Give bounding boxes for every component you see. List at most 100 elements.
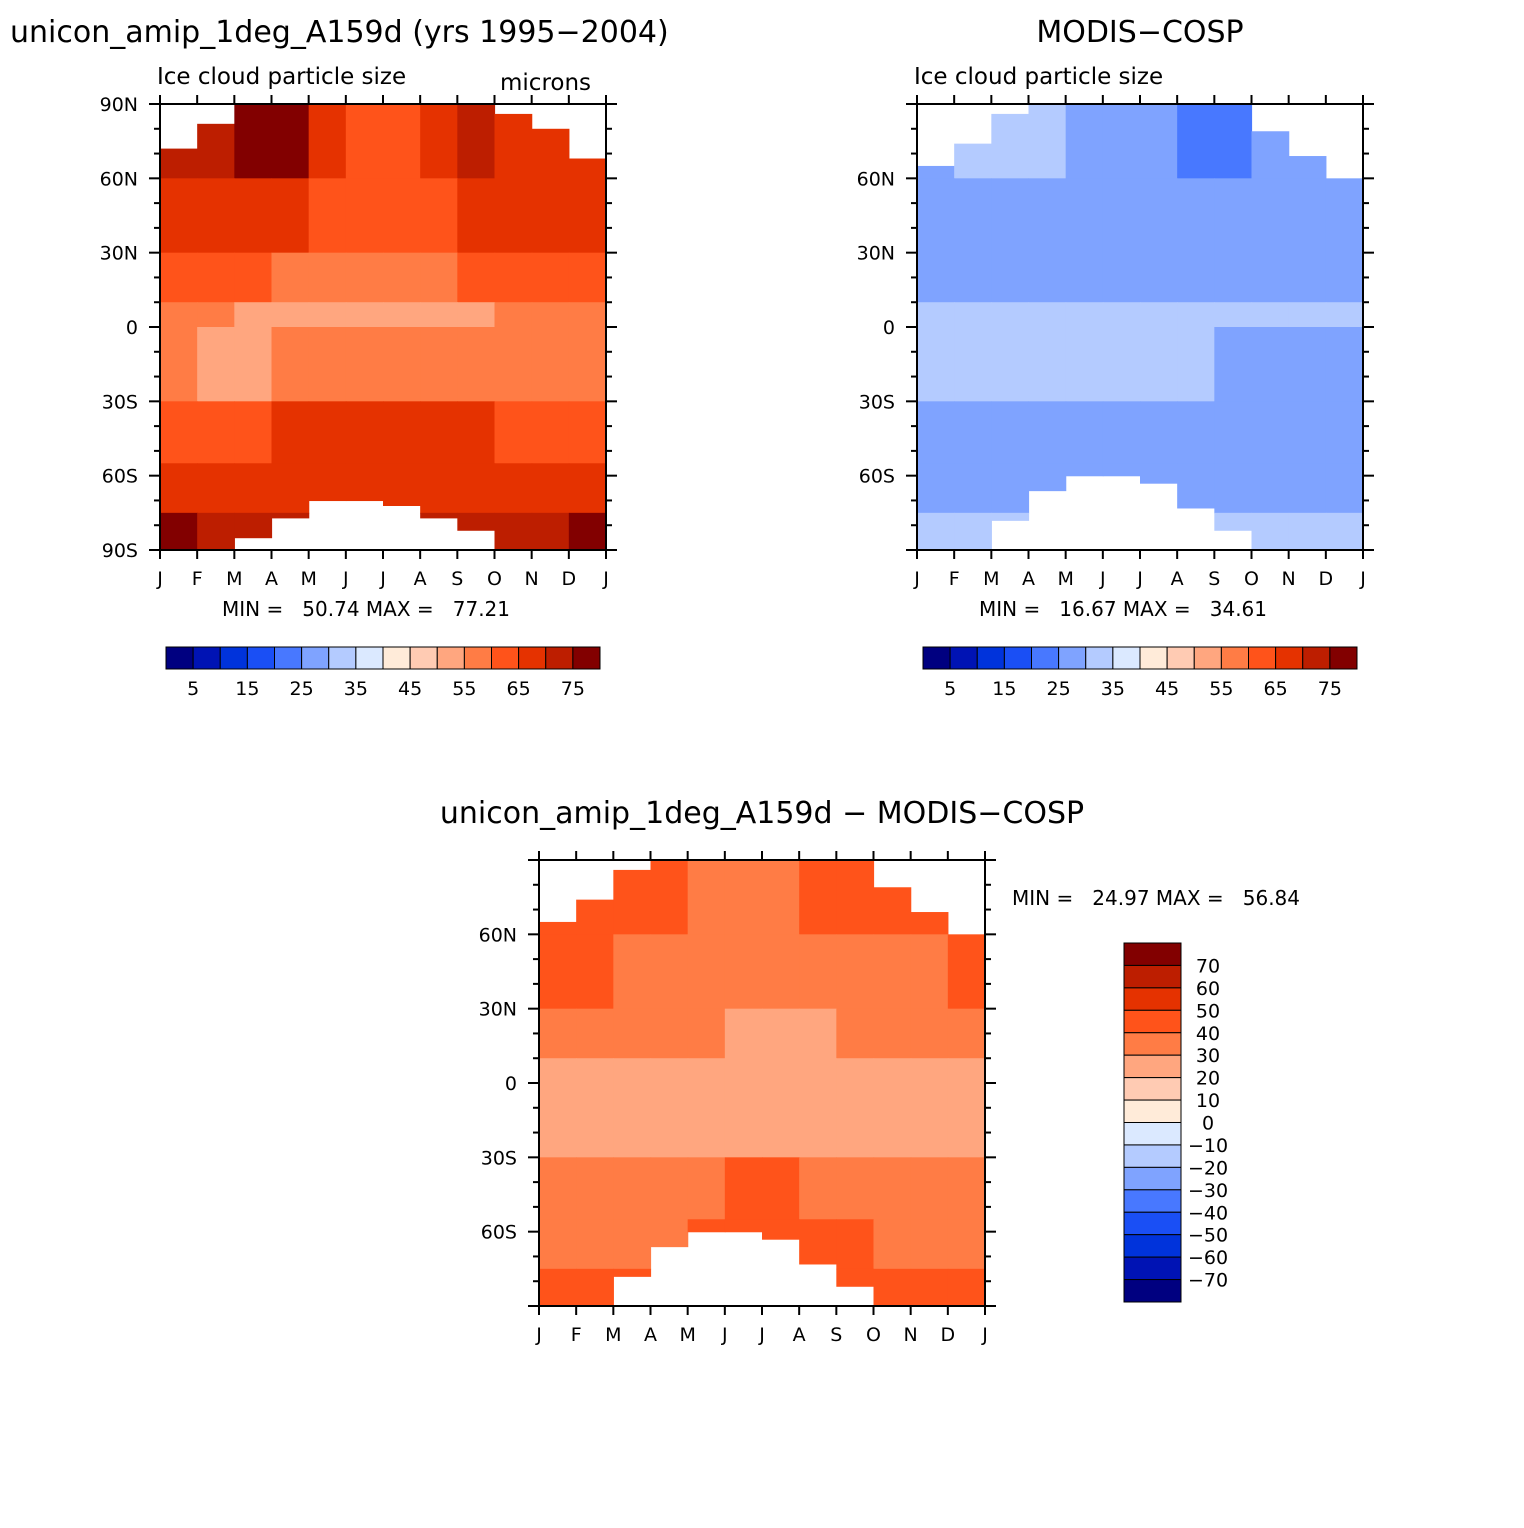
heatmap-cell (991, 178, 1030, 254)
heatmap-cell (420, 401, 458, 464)
heatmap-cell (1102, 327, 1141, 402)
obs-colorbar: 5 15 25 35 45 55 65 75 (922, 646, 1358, 700)
colorbar-swatch (1123, 987, 1182, 1011)
x-tick-label: J (379, 568, 386, 590)
colorbar-label: 25 (290, 678, 314, 700)
colorbar-label: 10 (1196, 1090, 1220, 1112)
heatmap-cell (910, 1219, 949, 1270)
heatmap-cell (873, 1058, 912, 1084)
heatmap-cell (1140, 104, 1178, 179)
heatmap-cell (1251, 252, 1290, 303)
heatmap-cell (576, 934, 614, 1010)
colorbar-swatch (382, 646, 411, 670)
heatmap-cell (539, 921, 577, 935)
x-tick-label: O (1244, 568, 1259, 590)
x-tick-label: F (571, 1324, 582, 1346)
x-tick-label: M (605, 1324, 621, 1346)
heatmap-cell (799, 1157, 837, 1220)
heatmap-cell (1251, 302, 1290, 328)
heatmap-cell (991, 113, 1030, 179)
heatmap-cell (457, 104, 496, 179)
colorbar-swatch (192, 646, 221, 670)
heatmap-cell (420, 252, 458, 303)
colorbar-swatch (1123, 1189, 1182, 1213)
heatmap-cell (197, 512, 235, 551)
y-tick-label: 90S (102, 540, 138, 562)
x-tick-label: N (525, 568, 539, 590)
heatmap-cell (531, 178, 570, 254)
colorbar-label: 75 (561, 678, 585, 700)
obs-panel-left-label: Ice cloud particle size (914, 64, 1163, 90)
x-tick-label: F (949, 568, 960, 590)
heatmap-cell (160, 512, 198, 551)
heatmap-cell (873, 1157, 912, 1220)
y-tick-label: 60N (100, 168, 138, 190)
heatmap-cell (1140, 302, 1178, 328)
heatmap-cell (308, 401, 347, 464)
heatmap-cell (1214, 302, 1253, 328)
heatmap-cell (1177, 178, 1215, 254)
colorbar-swatch (1123, 1166, 1182, 1191)
heatmap-cell (494, 327, 533, 402)
colorbar-label: 30 (1196, 1045, 1220, 1067)
heatmap-cell (383, 327, 421, 402)
heatmap-cell (531, 252, 570, 303)
heatmap-cell (799, 1219, 837, 1265)
colorbar-swatch (1123, 1279, 1182, 1303)
heatmap-cell (271, 401, 310, 464)
heatmap-cell (457, 401, 496, 464)
heatmap-cell (1065, 178, 1104, 254)
heatmap-cell (1325, 327, 1364, 402)
heatmap-cell (271, 178, 310, 254)
heatmap-cell (762, 1083, 800, 1158)
heatmap-cell (954, 302, 992, 328)
x-tick-label: J (156, 568, 163, 590)
heatmap-cell (576, 899, 614, 935)
colorbar-swatch (1058, 646, 1087, 670)
colorbar-swatch (1139, 646, 1168, 670)
colorbar-swatch (1193, 646, 1222, 670)
heatmap-cell (873, 1219, 912, 1270)
x-tick-label: D (941, 1324, 956, 1346)
heatmap-cell (910, 912, 949, 935)
heatmap-cell (836, 1157, 875, 1220)
heatmap-cell (724, 1219, 763, 1233)
colorbar-swatch (355, 646, 384, 670)
x-tick-label: M (983, 568, 999, 590)
heatmap-cell (1028, 178, 1067, 254)
heatmap-cell (457, 463, 496, 514)
heatmap-cell (1028, 252, 1067, 303)
heatmap-cell (650, 1083, 689, 1158)
heatmap-cell (1065, 104, 1104, 179)
heatmap-cell (1140, 178, 1178, 254)
colorbar-label: 70 (1196, 955, 1220, 977)
heatmap-cell (383, 463, 421, 506)
y-tick-label: 60S (859, 466, 895, 488)
heatmap-cell (1214, 401, 1253, 464)
heatmap-cell (724, 1083, 763, 1158)
heatmap-cell (1251, 463, 1290, 514)
heatmap-cell (1325, 463, 1364, 514)
heatmap-cell (836, 1008, 875, 1059)
colorbar-label: 35 (344, 678, 368, 700)
model-panel-title: unicon_amip_1deg_A159d (yrs 1995−2004) (10, 15, 669, 50)
heatmap-cell (420, 327, 458, 402)
heatmap-cell (1251, 131, 1290, 179)
heatmap-cell (568, 158, 607, 179)
heatmap-cell (613, 934, 652, 1010)
heatmap-cell (762, 1058, 800, 1084)
x-tick-label: A (414, 568, 427, 590)
heatmap-cell (650, 1219, 689, 1248)
heatmap-cell (383, 178, 421, 254)
colorbar-label: 25 (1047, 678, 1071, 700)
heatmap-cell (568, 178, 607, 254)
heatmap-cell (947, 1008, 986, 1059)
heatmap-cell (1065, 401, 1104, 464)
x-tick-label: S (830, 1324, 842, 1346)
colorbar-label: −40 (1188, 1202, 1228, 1224)
x-tick-label: J (758, 1324, 765, 1346)
x-tick-label: J (1359, 568, 1366, 590)
heatmap-cell (1288, 512, 1327, 551)
heatmap-cell (910, 1058, 949, 1084)
heatmap-cell (650, 934, 689, 1010)
